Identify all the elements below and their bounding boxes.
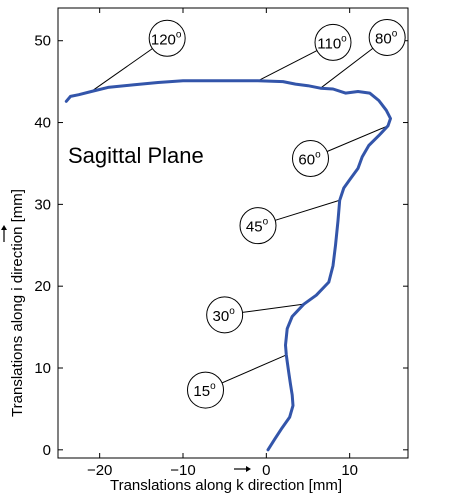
- angle-annotation-45: 45o: [239, 199, 340, 245]
- angle-annotation-80: 80o: [320, 18, 406, 89]
- x-axis-title: Translations along k direction [mm]: [110, 477, 342, 494]
- angle-annotation-30: 30o: [206, 296, 304, 334]
- y-tick-label: 40: [34, 115, 51, 132]
- annotation-degree-mark: o: [263, 217, 269, 228]
- annotation-circle: [187, 371, 224, 409]
- y-tick-label: 30: [34, 196, 51, 213]
- annotation-circle: [368, 18, 406, 56]
- annotation-circle: [206, 296, 244, 334]
- annotation-leader: [91, 48, 153, 92]
- x-tick-label: −20: [87, 462, 112, 479]
- tick-group: −20 −10 0 10 0 10 20 30 40 50: [34, 8, 408, 479]
- x-tick-label: 10: [341, 462, 358, 479]
- annotation-degree-mark: o: [229, 306, 235, 317]
- annotation-leader: [221, 354, 287, 384]
- x-vector-arrow-icon: [234, 466, 251, 472]
- annotation-circle: [148, 19, 186, 57]
- annotation-degree-mark: o: [315, 150, 321, 161]
- angle-annotation-110: 110o: [257, 23, 352, 82]
- plot-frame: [57, 7, 409, 459]
- annotation-leader: [320, 48, 374, 89]
- annotation-circle: [239, 207, 277, 245]
- angle-annotation-120: 120o: [91, 19, 186, 92]
- plane-label: Sagittal Plane: [68, 143, 204, 168]
- angle-annotation-60: 60o: [292, 125, 389, 178]
- annotation-label: 110o: [317, 33, 347, 52]
- x-tick-label: 0: [262, 462, 270, 479]
- x-axis-title-group: Translations along k direction [mm]: [110, 466, 342, 494]
- annotation-leader: [257, 50, 318, 82]
- y-axis-title-group: Translations along i direction [mm]: [1, 189, 26, 417]
- trajectory-line: [64, 79, 392, 452]
- y-tick-label: 50: [34, 33, 51, 50]
- annotation-leader: [242, 303, 304, 313]
- annotation-leader: [275, 199, 340, 221]
- annotation-degree-mark: o: [210, 381, 216, 392]
- annotation-degree-mark: o: [341, 33, 347, 44]
- annotation-leader: [326, 125, 389, 152]
- y-tick-label: 0: [43, 442, 51, 459]
- angle-annotation-15: 15o: [187, 354, 287, 409]
- annotation-degree-mark: o: [176, 29, 182, 40]
- annotation-circle: [292, 140, 329, 178]
- y-axis-title: Translations along i direction [mm]: [9, 189, 26, 417]
- y-tick-label: 10: [34, 360, 51, 377]
- y-vector-arrow-icon: [1, 225, 7, 242]
- annotation-circle: [314, 23, 352, 61]
- x-tick-label: −10: [170, 462, 195, 479]
- annotation-degree-mark: o: [392, 28, 398, 39]
- annotation-label: 120o: [151, 29, 182, 48]
- y-tick-label: 20: [34, 278, 51, 295]
